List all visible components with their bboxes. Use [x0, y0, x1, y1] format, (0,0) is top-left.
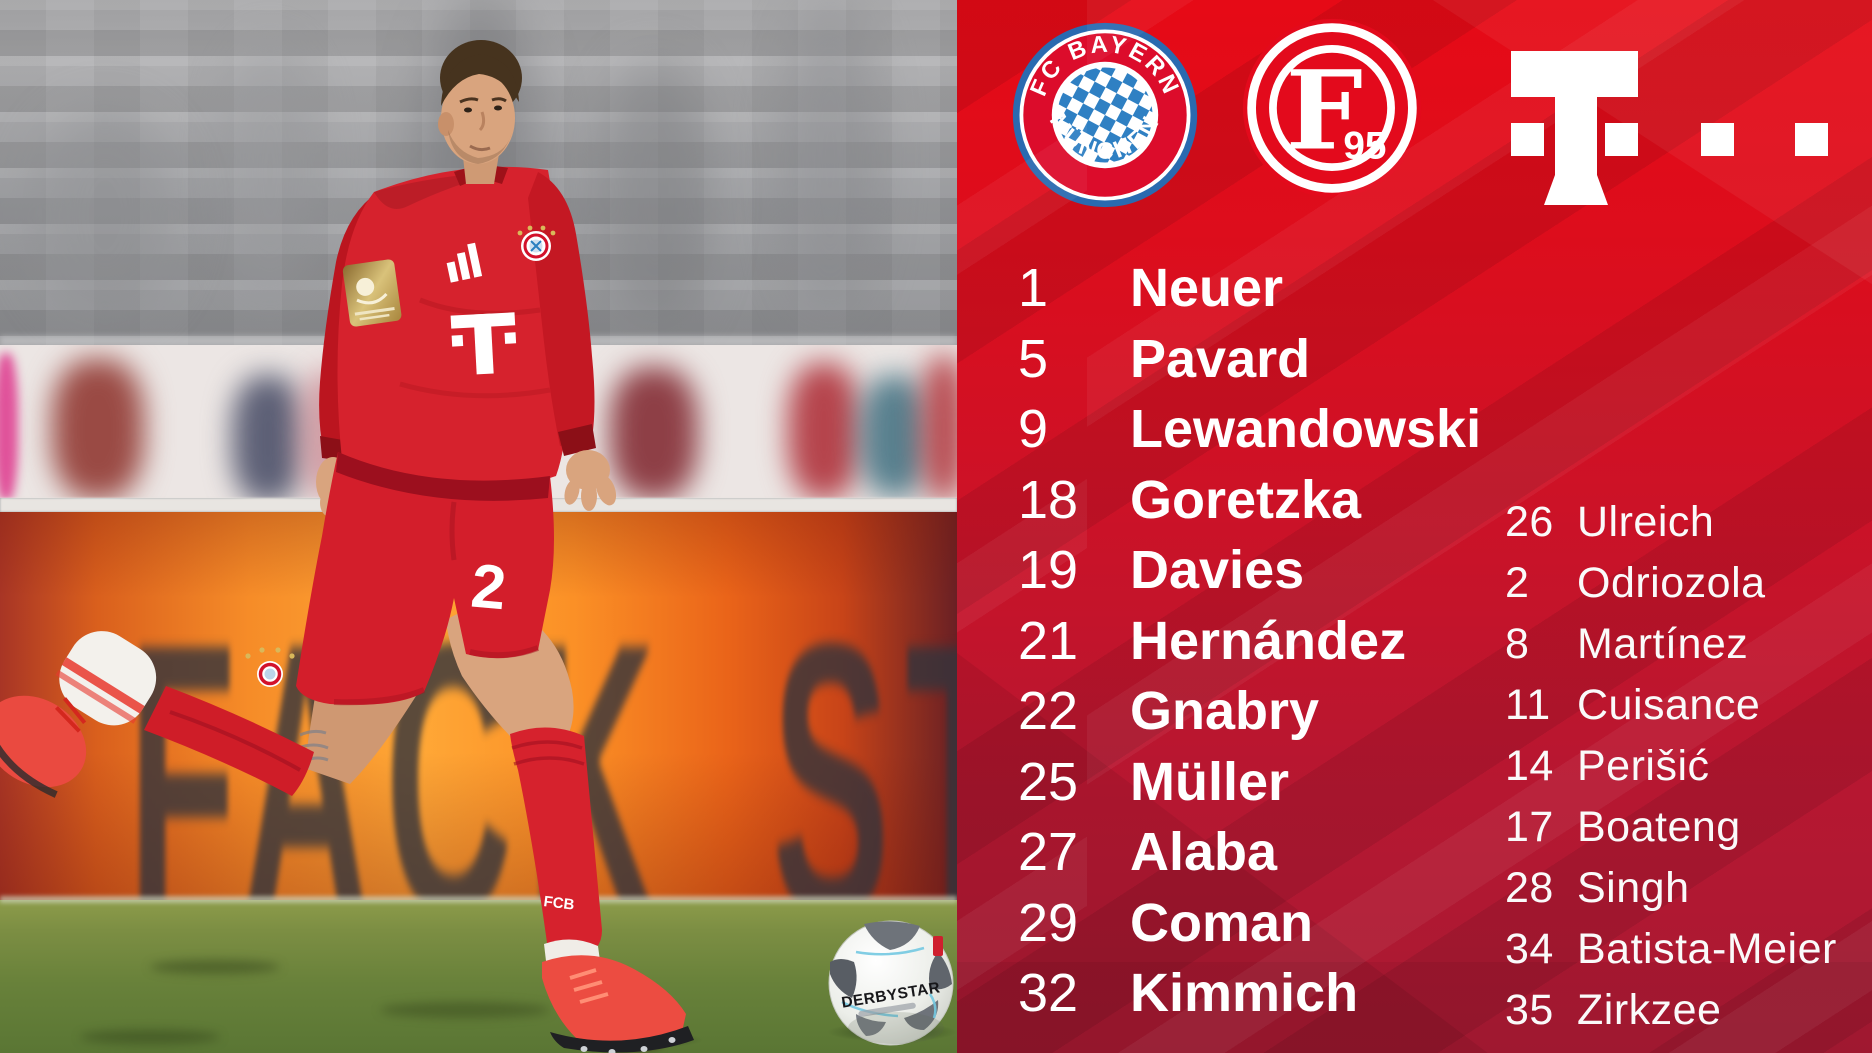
ad-board-upper: [0, 345, 957, 498]
player-name: Coman: [1130, 892, 1314, 953]
player-name: Odriozola: [1577, 559, 1766, 607]
player-name: Pavard: [1130, 328, 1311, 389]
player-name: Singh: [1577, 864, 1690, 912]
telekom-logo: [1511, 51, 1828, 205]
fortuna-letter: F: [1286, 47, 1363, 175]
player-name: Boateng: [1577, 803, 1741, 851]
ad-blur-shape: [922, 355, 957, 498]
xi-row: 29 Coman: [957, 888, 1872, 959]
player-name: Cuisance: [1577, 681, 1761, 729]
fortuna-duesseldorf-logo: F 95: [1242, 18, 1422, 198]
sub-row: 11 Cuisance: [957, 675, 1872, 736]
player-number: 22: [1018, 681, 1079, 741]
player-number: 9: [1018, 399, 1049, 459]
stands-shade: [780, 0, 880, 320]
sub-row: 35 Zirkzee: [957, 980, 1872, 1041]
player-number: 8: [1505, 620, 1530, 668]
player-number: 28: [1505, 864, 1554, 912]
stands-shade: [30, 110, 180, 320]
player-name: Martínez: [1577, 620, 1749, 668]
player-number: 17: [1505, 803, 1554, 851]
ball-shadow: [802, 1018, 957, 1046]
pitch-edge: [0, 896, 957, 903]
ad-blur-shape: [610, 367, 698, 498]
ad-blur-shape: [788, 363, 860, 498]
player-number: 26: [1505, 498, 1554, 546]
bayern-ring-bottom-text: MÜNCHEN: [1044, 109, 1163, 165]
player-name: Gnabry: [1130, 681, 1320, 741]
svg-text:MÜNCHEN: MÜNCHEN: [1044, 109, 1166, 165]
pitch-grass: [0, 900, 957, 1053]
player-name: Hernández: [1130, 610, 1407, 671]
player-name: Ulreich: [1577, 498, 1715, 546]
ad-blur-shape: [0, 353, 18, 498]
ad-board-orange: FACK ST: [0, 512, 957, 900]
ad-blur-shape: [860, 375, 930, 497]
sub-row: 8 Martínez: [957, 614, 1872, 675]
player-number: 14: [1505, 742, 1554, 790]
xi-row: 21 Hernández: [957, 606, 1872, 677]
grass-mark: [380, 1002, 550, 1018]
ad-blur-shape: [300, 369, 360, 498]
player-name: Batista-Meier: [1577, 925, 1837, 973]
xi-row: 5 Pavard: [957, 324, 1872, 395]
player-name: Neuer: [1130, 258, 1284, 318]
player-name: Müller: [1130, 751, 1290, 812]
player-number: 5: [1018, 328, 1049, 389]
ad-board-text-left: FACK: [128, 563, 672, 900]
fortuna-number: 95: [1343, 124, 1386, 167]
player-number: 32: [1018, 963, 1079, 1023]
player-name: Davies: [1130, 540, 1305, 600]
ad-board-text-right: ST: [772, 563, 957, 900]
sub-row: 34 Batista-Meier: [957, 919, 1872, 980]
stands-shade: [420, 0, 540, 330]
sub-row: 28 Singh: [957, 858, 1872, 919]
substitutes-list: 26 Ulreich 2 Odriozola 8 Martínez 11 Cuisanc…: [957, 492, 1872, 1041]
player-number: 34: [1505, 925, 1554, 973]
player-name: Perišić: [1577, 742, 1710, 790]
sub-row: 14 Perišić: [957, 736, 1872, 797]
player-name: Zirkzee: [1577, 986, 1722, 1034]
match-photo: FACK ST: [0, 0, 957, 1053]
player-number: 11: [1505, 681, 1551, 729]
bayern-ring-top-text: FC BAYERN: [1025, 31, 1182, 100]
player-number: 1: [1018, 258, 1049, 318]
sub-row: 2 Odriozola: [957, 553, 1872, 614]
player-name: Kimmich: [1130, 963, 1359, 1023]
boot-shadow: [540, 1028, 730, 1052]
player-number: 21: [1018, 610, 1079, 671]
player-number: 29: [1018, 892, 1079, 953]
xi-row: 1 Neuer: [957, 253, 1872, 324]
player-number: 27: [1018, 822, 1079, 882]
grass-mark: [80, 1030, 220, 1044]
sub-row: 26 Ulreich: [957, 492, 1872, 553]
stands-shade: [220, 40, 320, 300]
player-name: Goretzka: [1130, 469, 1362, 530]
ad-blur-shape: [232, 375, 304, 498]
board-gap: [0, 498, 957, 512]
player-number: 18: [1018, 469, 1079, 530]
player-number: 35: [1505, 986, 1554, 1034]
xi-row: 25 Müller: [957, 747, 1872, 818]
lineup-panel: FC BAYERN MÜNCHEN F 95: [957, 0, 1872, 1053]
sub-row: 17 Boateng: [957, 797, 1872, 858]
svg-text:FC BAYERN: FC BAYERN: [1025, 31, 1185, 100]
xi-row: 18 Goretzka: [957, 465, 1872, 536]
bayern-crest-logo: FC BAYERN MÜNCHEN: [1012, 22, 1198, 208]
player-number: 19: [1018, 540, 1079, 600]
stands-shade: [600, 60, 710, 330]
xi-row: 32 Kimmich: [957, 958, 1872, 1029]
xi-row: 27 Alaba: [957, 817, 1872, 888]
player-name: Alaba: [1130, 822, 1278, 882]
starting-xi-list: 1 Neuer 5 Pavard 9 Lewandowski 18 Goretzka 1…: [957, 253, 1872, 1029]
player-number: 2: [1505, 559, 1530, 607]
xi-row: 22 Gnabry: [957, 676, 1872, 747]
grass-mark: [150, 960, 280, 974]
player-name: Lewandowski: [1130, 399, 1482, 459]
xi-row: 19 Davies: [957, 535, 1872, 606]
ad-blur-shape: [52, 359, 144, 498]
player-number: 25: [1018, 751, 1079, 812]
xi-row: 9 Lewandowski: [957, 394, 1872, 465]
